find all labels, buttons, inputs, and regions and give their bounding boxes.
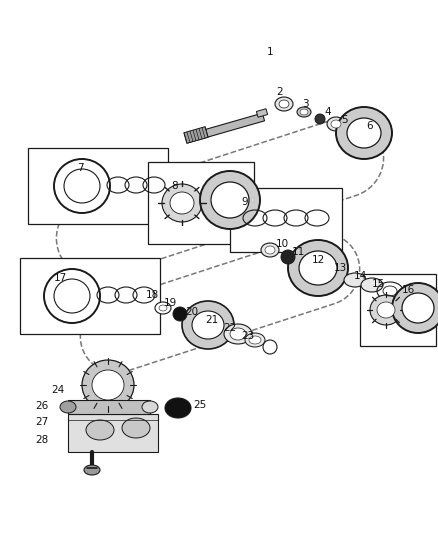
Ellipse shape: [86, 420, 114, 440]
Ellipse shape: [265, 246, 275, 254]
Ellipse shape: [377, 302, 395, 318]
Text: 7: 7: [77, 163, 83, 173]
Text: 23: 23: [241, 331, 254, 341]
Circle shape: [281, 250, 295, 264]
Ellipse shape: [327, 117, 345, 131]
Text: 18: 18: [145, 290, 159, 300]
Text: 20: 20: [185, 307, 198, 317]
Ellipse shape: [288, 240, 348, 296]
Text: 9: 9: [242, 197, 248, 207]
Text: 6: 6: [367, 121, 373, 131]
Text: 24: 24: [51, 385, 65, 395]
Text: 28: 28: [35, 435, 49, 445]
Polygon shape: [185, 113, 265, 143]
Ellipse shape: [347, 118, 381, 148]
Ellipse shape: [92, 370, 124, 400]
Ellipse shape: [297, 107, 311, 117]
Ellipse shape: [275, 97, 293, 111]
Text: 22: 22: [223, 323, 237, 333]
Ellipse shape: [299, 251, 337, 285]
Ellipse shape: [165, 398, 191, 418]
Bar: [28, 148, 168, 224]
Text: 13: 13: [333, 263, 346, 273]
Ellipse shape: [170, 192, 194, 214]
Text: 5: 5: [342, 115, 348, 125]
Ellipse shape: [402, 293, 434, 323]
Ellipse shape: [331, 120, 341, 128]
Ellipse shape: [84, 465, 100, 475]
Bar: [360, 274, 436, 346]
Ellipse shape: [230, 328, 246, 340]
Text: 17: 17: [53, 273, 67, 283]
Ellipse shape: [261, 243, 279, 257]
Text: 14: 14: [353, 271, 367, 281]
Ellipse shape: [361, 278, 383, 292]
Bar: [20, 258, 160, 334]
Ellipse shape: [60, 401, 76, 413]
Ellipse shape: [344, 273, 366, 287]
Text: 3: 3: [302, 99, 308, 109]
Ellipse shape: [82, 360, 134, 410]
Text: 2: 2: [277, 87, 283, 97]
Ellipse shape: [279, 100, 289, 108]
Bar: [148, 162, 254, 244]
Text: 1: 1: [267, 47, 273, 57]
Ellipse shape: [122, 418, 150, 438]
Text: 27: 27: [35, 417, 49, 427]
Ellipse shape: [54, 279, 90, 313]
Ellipse shape: [249, 336, 261, 344]
Ellipse shape: [224, 324, 252, 344]
Text: 25: 25: [193, 400, 207, 410]
Ellipse shape: [182, 301, 234, 349]
Ellipse shape: [142, 401, 158, 413]
Ellipse shape: [162, 184, 202, 222]
Ellipse shape: [300, 109, 308, 115]
Bar: [230, 188, 342, 252]
Ellipse shape: [336, 107, 392, 159]
Bar: [68, 400, 150, 414]
Text: 15: 15: [371, 279, 385, 289]
Ellipse shape: [64, 169, 100, 203]
Text: 26: 26: [35, 401, 49, 411]
Text: 10: 10: [276, 239, 289, 249]
Polygon shape: [184, 127, 208, 143]
Text: 16: 16: [401, 285, 415, 295]
Polygon shape: [256, 109, 268, 117]
Ellipse shape: [200, 171, 260, 229]
Ellipse shape: [192, 311, 224, 339]
Text: 12: 12: [311, 255, 325, 265]
Circle shape: [173, 307, 187, 321]
Circle shape: [315, 114, 325, 124]
Ellipse shape: [392, 283, 438, 333]
Text: 19: 19: [163, 298, 177, 308]
Text: 21: 21: [205, 315, 219, 325]
Ellipse shape: [211, 182, 249, 218]
Bar: [68, 414, 158, 452]
Ellipse shape: [159, 305, 167, 311]
Ellipse shape: [245, 333, 265, 347]
Text: 8: 8: [172, 181, 178, 191]
Ellipse shape: [370, 295, 402, 325]
Text: 4: 4: [325, 107, 331, 117]
Ellipse shape: [155, 302, 171, 314]
Text: 11: 11: [291, 247, 304, 257]
